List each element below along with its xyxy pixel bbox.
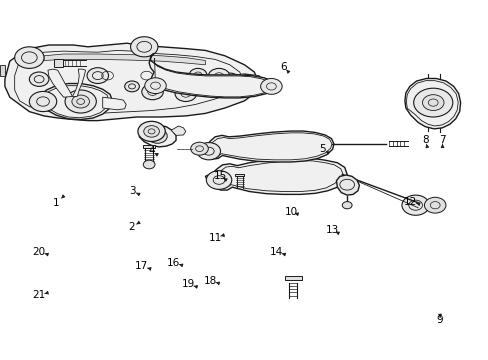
Polygon shape [72, 69, 85, 96]
Circle shape [143, 160, 155, 169]
Polygon shape [171, 126, 185, 135]
Text: 19: 19 [181, 279, 195, 289]
Circle shape [206, 171, 231, 189]
Text: 7: 7 [438, 135, 445, 145]
Circle shape [147, 129, 167, 143]
Polygon shape [336, 175, 359, 195]
Text: 5: 5 [319, 144, 325, 154]
Polygon shape [234, 174, 244, 176]
Text: 3: 3 [128, 186, 135, 196]
Polygon shape [5, 43, 259, 121]
Text: 16: 16 [166, 258, 180, 268]
Circle shape [190, 142, 208, 155]
Circle shape [424, 197, 445, 213]
Text: 6: 6 [280, 62, 286, 72]
Polygon shape [195, 131, 333, 162]
Text: 14: 14 [269, 247, 283, 257]
Circle shape [422, 95, 443, 111]
Circle shape [124, 81, 139, 92]
Text: 2: 2 [128, 222, 135, 232]
Polygon shape [39, 84, 112, 120]
Text: 10: 10 [284, 207, 297, 217]
Text: 8: 8 [421, 135, 428, 145]
Polygon shape [143, 145, 155, 148]
Polygon shape [48, 69, 72, 97]
Polygon shape [44, 54, 205, 65]
Circle shape [171, 79, 190, 94]
Circle shape [197, 143, 220, 160]
Text: 4: 4 [148, 146, 155, 156]
Circle shape [144, 78, 166, 94]
Text: 15: 15 [213, 171, 226, 181]
Circle shape [29, 91, 57, 112]
Circle shape [72, 95, 89, 108]
Circle shape [342, 202, 351, 209]
Polygon shape [0, 65, 5, 76]
Circle shape [413, 88, 452, 117]
Text: 18: 18 [203, 276, 217, 286]
Circle shape [208, 68, 229, 84]
Text: 11: 11 [208, 233, 222, 243]
Circle shape [143, 126, 159, 137]
Circle shape [260, 78, 282, 94]
Circle shape [67, 89, 84, 102]
Polygon shape [284, 276, 302, 280]
Text: 13: 13 [325, 225, 339, 235]
Circle shape [29, 72, 49, 86]
Text: 1: 1 [53, 198, 60, 208]
Text: 17: 17 [135, 261, 148, 271]
Circle shape [189, 68, 206, 81]
Circle shape [219, 73, 240, 89]
Polygon shape [102, 97, 126, 110]
Polygon shape [229, 74, 264, 88]
Polygon shape [139, 125, 176, 147]
Circle shape [401, 195, 428, 215]
Circle shape [138, 121, 165, 141]
Circle shape [142, 84, 163, 100]
Circle shape [238, 75, 255, 87]
Polygon shape [205, 158, 346, 194]
Polygon shape [404, 78, 460, 129]
Text: 21: 21 [32, 290, 46, 300]
Polygon shape [54, 59, 62, 67]
Circle shape [130, 37, 158, 57]
Text: 12: 12 [403, 197, 417, 207]
Polygon shape [149, 53, 274, 98]
Circle shape [175, 86, 196, 102]
Circle shape [65, 90, 96, 113]
Text: 9: 9 [436, 315, 443, 325]
Text: 20: 20 [33, 247, 45, 257]
Circle shape [15, 47, 44, 68]
Circle shape [87, 68, 108, 84]
